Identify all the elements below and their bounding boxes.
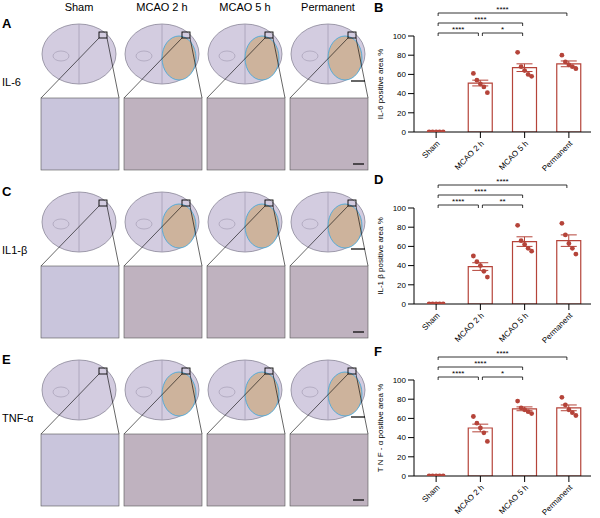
svg-text:80: 80 [397,51,406,60]
svg-text:****: **** [496,5,508,14]
svg-text:Permanent: Permanent [540,139,575,172]
svg-text:A: A [2,16,12,31]
svg-text:****: **** [452,197,464,206]
svg-text:20: 20 [397,109,406,118]
svg-text:60: 60 [397,70,406,79]
svg-text:****: **** [474,359,486,368]
svg-text:100: 100 [393,376,407,385]
svg-text:20: 20 [397,453,406,462]
svg-text:IL-6 positive area %: IL-6 positive area % [376,49,385,120]
svg-text:MCAO 5 h: MCAO 5 h [497,311,530,344]
svg-text:40: 40 [397,433,406,442]
svg-text:*: * [501,369,504,378]
svg-text:****: **** [474,15,486,24]
svg-text:****: **** [452,25,464,34]
svg-text:MCAO 5 h: MCAO 5 h [219,1,270,13]
svg-text:MCAO 2 h: MCAO 2 h [453,139,486,172]
svg-text:Permanent: Permanent [540,483,575,516]
svg-text:Permanent: Permanent [540,311,575,344]
svg-text:60: 60 [397,242,406,251]
svg-text:20: 20 [397,281,406,290]
svg-text:80: 80 [397,395,406,404]
svg-text:Permanent: Permanent [301,1,355,13]
svg-text:40: 40 [397,89,406,98]
svg-text:0: 0 [402,300,407,309]
svg-text:40: 40 [397,261,406,270]
svg-text:Sham: Sham [420,311,441,332]
svg-text:100: 100 [393,32,407,41]
svg-text:MCAO 2 h: MCAO 2 h [453,311,486,344]
svg-text:100: 100 [393,204,407,213]
svg-text:Sham: Sham [420,483,441,504]
svg-text:80: 80 [397,223,406,232]
svg-text:0: 0 [402,128,407,137]
svg-text:Sham: Sham [65,1,94,13]
svg-text:TNF-α: TNF-α [2,412,34,424]
svg-text:IL-1 β positive area %: IL-1 β positive area % [376,217,385,295]
svg-text:D: D [374,172,383,187]
svg-text:****: **** [474,187,486,196]
svg-text:****: **** [496,177,508,186]
svg-text:****: **** [496,349,508,358]
svg-text:*: * [501,25,504,34]
svg-text:0: 0 [402,472,407,481]
svg-text:Sham: Sham [420,139,441,160]
svg-text:**: ** [499,197,505,206]
svg-text:E: E [2,352,11,367]
svg-text:MCAO 5 h: MCAO 5 h [497,139,530,172]
svg-text:F: F [374,344,382,359]
svg-text:C: C [2,184,12,199]
svg-text:MCAO 2 h: MCAO 2 h [453,483,486,516]
svg-text:MCAO 5 h: MCAO 5 h [497,483,530,516]
svg-text:60: 60 [397,414,406,423]
svg-text:IL1-β: IL1-β [2,244,27,256]
svg-text:MCAO 2 h: MCAO 2 h [136,1,187,13]
svg-text:B: B [374,0,383,15]
svg-text:IL-6: IL-6 [2,76,21,88]
svg-text:****: **** [452,369,464,378]
svg-text:T N F - α positive area %: T N F - α positive area % [376,384,385,473]
